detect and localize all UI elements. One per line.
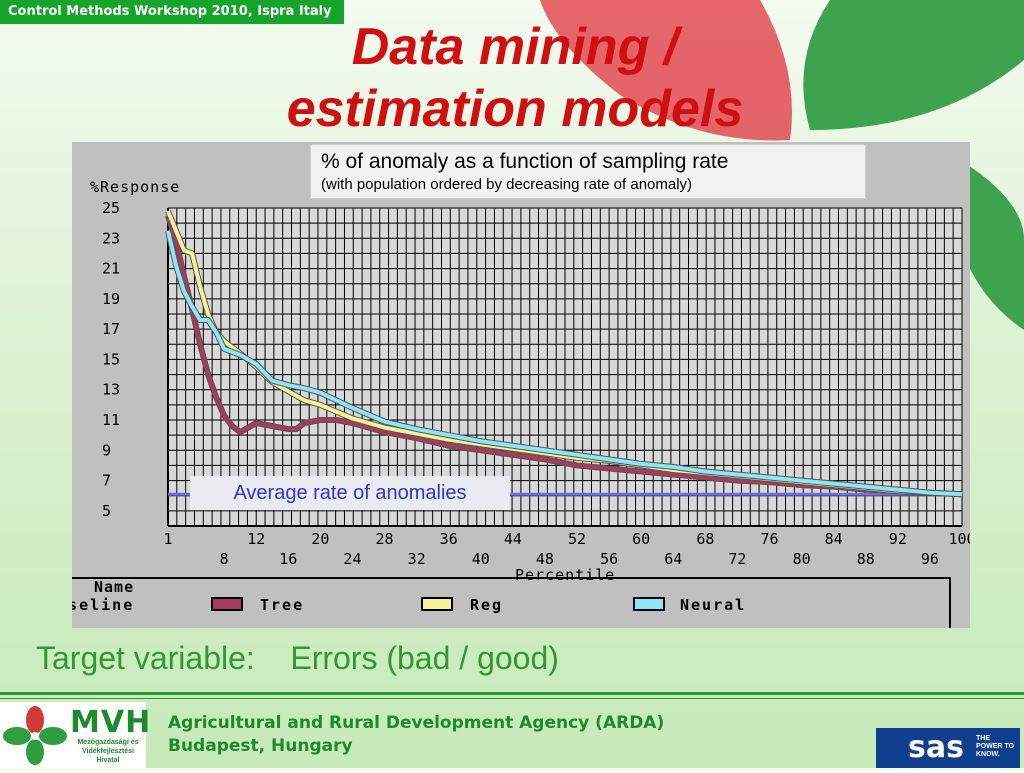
agency-name: Agricultural and Rural Development Agenc… — [168, 713, 665, 733]
x-tick-label: 72 — [728, 550, 746, 568]
x-tick-label: 80 — [793, 550, 811, 568]
mvh-logo — [0, 702, 146, 768]
anomaly-chart: %Response 25 23 21 19 17 15 13 11 9 7 5 1 12 20 28 36 44 5… — [72, 178, 970, 628]
x-tick-label: 60 — [632, 530, 650, 548]
x-tick-label: 64 — [664, 550, 682, 568]
x-tick-label: 84 — [825, 530, 843, 548]
x-tick-label: 20 — [311, 530, 329, 548]
y-tick-label: 23 — [102, 229, 120, 247]
legend-title: Name — [94, 578, 134, 596]
series-line-tree — [166, 214, 963, 497]
target-label: Target variable: — [36, 640, 255, 676]
y-tick-label: 9 — [102, 441, 111, 459]
x-tick-label: 16 — [279, 550, 297, 568]
caption-main: % of anomaly as a function of sampling r… — [321, 150, 729, 173]
x-tick-label: 1 — [163, 530, 172, 548]
y-tick-label: 21 — [102, 260, 120, 278]
footer-divider — [0, 692, 1024, 695]
mvh-clover-icon — [3, 706, 67, 765]
x-tick-label: 100 — [948, 530, 970, 548]
legend-box — [72, 577, 951, 628]
title-line-2: estimation models — [286, 80, 744, 138]
x-axis-label: Percentile — [515, 566, 615, 584]
legend-label-reg: Reg — [470, 596, 503, 614]
footer-divider-thin — [0, 698, 1024, 699]
y-tick-label: 5 — [102, 502, 111, 520]
y-tick-label: 25 — [102, 199, 120, 217]
legend-swatch-neural — [633, 597, 665, 611]
sas-logo — [876, 728, 1020, 768]
legend-label-neural: Neural — [680, 596, 746, 614]
page-title: Data mining / estimation models — [180, 16, 850, 140]
average-rate-label: Average rate of anomalies — [190, 476, 510, 510]
target-variable: Target variable: Errors (bad / good) — [36, 640, 559, 677]
x-tick-label: 92 — [889, 530, 907, 548]
y-tick-label: 17 — [102, 320, 120, 338]
x-tick-label: 12 — [247, 530, 265, 548]
x-tick-label: 24 — [343, 550, 361, 568]
chart-panel: %Response 25 23 21 19 17 15 13 11 9 7 5 1 12 20 28 36 44 5… — [72, 142, 970, 628]
caption-sub: (with population ordered by decreasing r… — [321, 176, 693, 193]
legend-swatch-tree — [211, 597, 243, 611]
x-tick-label: 56 — [600, 550, 618, 568]
x-tick-label: 68 — [696, 530, 714, 548]
title-line-1: Data mining / — [351, 18, 679, 76]
x-tick-label: 32 — [408, 550, 426, 568]
x-tick-label: 52 — [568, 530, 586, 548]
y-tick-label: 7 — [102, 472, 111, 490]
agency-info: Agricultural and Rural Development Agenc… — [168, 712, 664, 758]
sas-wordmark: sas — [908, 730, 964, 765]
series-line-neural — [166, 230, 963, 497]
x-tick-label: 48 — [536, 550, 554, 568]
y-tick-label: 13 — [102, 381, 120, 399]
legend-swatch-reg — [421, 597, 453, 611]
sas-tagline: THE POWER TO KNOW. — [976, 735, 1014, 758]
x-tick-label: 28 — [376, 530, 394, 548]
x-tick-label: 96 — [921, 550, 939, 568]
y-tick-label: 15 — [102, 350, 120, 368]
chart-caption: % of anomaly as a function of sampling r… — [310, 144, 866, 199]
target-value: Errors (bad / good) — [290, 640, 559, 676]
legend-label-baseline: Baseline — [72, 596, 134, 614]
x-tick-label: 40 — [472, 550, 490, 568]
x-tick-label: 88 — [857, 550, 875, 568]
x-tick-label: 8 — [220, 550, 229, 568]
x-tick-label: 36 — [440, 530, 458, 548]
agency-location: Budapest, Hungary — [168, 736, 353, 756]
x-tick-label: 76 — [760, 530, 778, 548]
mvh-name: MVH — [70, 705, 152, 740]
y-tick-label: 19 — [102, 290, 120, 308]
y-axis-label: %Response — [90, 178, 180, 196]
y-tick-label: 11 — [102, 411, 120, 429]
workshop-label: Control Methods Workshop 2010, Ispra Ita… — [0, 0, 344, 24]
x-tick-label: 44 — [504, 530, 522, 548]
mvh-subtitle: Mezőgazdasági és Vidékfejlesztési Hivata… — [77, 739, 139, 764]
legend-label-tree: Tree — [260, 596, 304, 614]
